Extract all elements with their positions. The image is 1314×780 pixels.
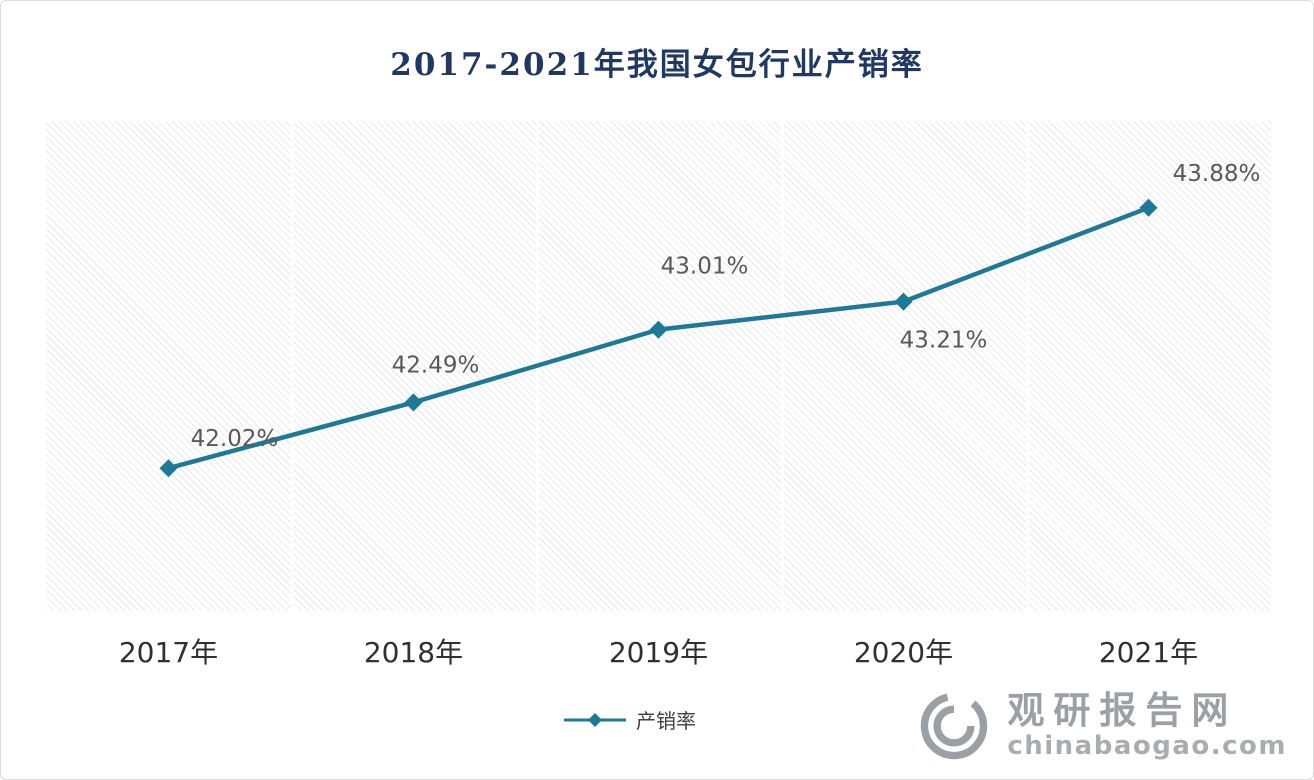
column-gridline xyxy=(1026,121,1029,611)
watermark-brand-name: 观研报告网 xyxy=(1007,688,1238,732)
x-axis-label: 2017年 xyxy=(118,636,219,669)
legend-label: 产销率 xyxy=(636,709,696,733)
data-point-marker xyxy=(894,292,913,311)
data-point-label: 42.02% xyxy=(191,426,279,452)
legend-line-marker-icon xyxy=(564,712,626,727)
legend: 产销率 xyxy=(1,705,1285,734)
x-axis-label: 2019年 xyxy=(608,636,709,669)
data-point-marker xyxy=(159,459,178,478)
watermark-site-url: chinabaogao.com xyxy=(1007,731,1287,762)
data-point-marker xyxy=(404,393,423,412)
plot-area: 42.02% 42.49% 43.01% 43.21% 43.88% xyxy=(46,121,1271,611)
data-point-label: 42.49% xyxy=(392,352,480,378)
data-point-label: 43.21% xyxy=(900,328,988,354)
chart-title: 2017-2021年我国女包行业产销率 xyxy=(390,47,924,83)
data-point-label: 43.01% xyxy=(661,254,749,280)
watermark-text: 观研报告网 chinabaogao.com xyxy=(1007,688,1287,762)
x-axis-label: 2021年 xyxy=(1098,636,1199,669)
data-point-label: 43.88% xyxy=(1173,161,1261,187)
data-point-marker xyxy=(1139,198,1158,217)
x-axis-label: 2020年 xyxy=(853,636,954,669)
column-gridline xyxy=(781,121,784,611)
brand-logo-icon xyxy=(921,692,988,760)
x-axis-label: 2018年 xyxy=(363,636,464,669)
data-point-marker xyxy=(649,320,668,339)
watermark: 观研报告网 chinabaogao.com xyxy=(915,687,1287,765)
x-axis: 2017年 2018年 2019年 2020年 2021年 xyxy=(46,631,1271,673)
column-gridline xyxy=(291,121,294,611)
line-chart: 42.02% 42.49% 43.01% 43.21% 43.88% xyxy=(159,161,1261,478)
